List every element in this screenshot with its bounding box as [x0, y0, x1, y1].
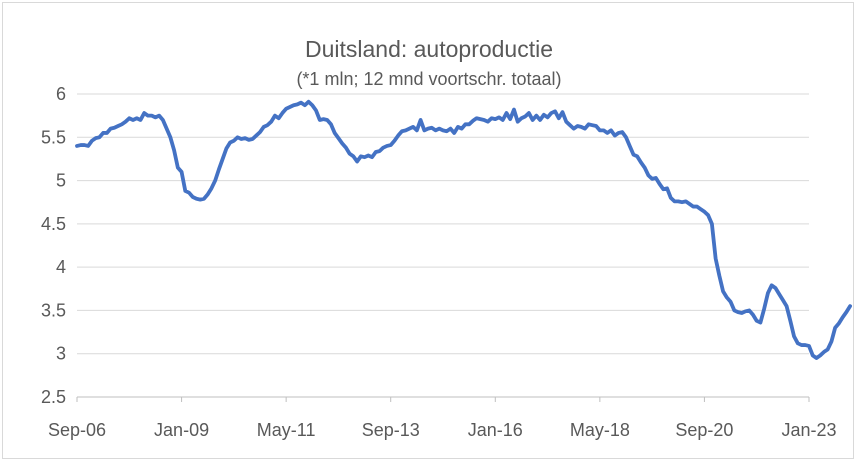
x-tick-label: Jan-23: [781, 420, 836, 440]
y-tick-label: 2.5: [41, 387, 66, 407]
series-layer: [75, 99, 852, 360]
x-tick-label: Sep-20: [675, 420, 733, 440]
chart-title: Duitsland: autoproductie: [305, 36, 553, 62]
x-tick-label: Jan-16: [468, 420, 523, 440]
y-tick-label: 5: [56, 171, 66, 191]
y-tick-label: 3: [56, 344, 66, 364]
x-tick-label: May-11: [257, 420, 316, 440]
y-tick-label: 6: [56, 84, 66, 104]
x-tick-label: Sep-06: [48, 420, 106, 440]
gridlines: [77, 93, 809, 398]
y-tick-label: 5.5: [41, 127, 66, 147]
series-line-1: [75, 99, 852, 360]
y-tick-label: 4.5: [41, 214, 66, 234]
x-tick-label: Sep-13: [362, 420, 420, 440]
chart-subtitle: (*1 mln; 12 mnd voortschr. totaal): [296, 69, 561, 89]
y-tick-label: 4: [56, 257, 66, 277]
x-tick-label: Jan-09: [154, 420, 209, 440]
y-tick-label: 3.5: [41, 300, 66, 320]
x-tick-label: May-18: [570, 420, 630, 440]
y-axis-ticks: 2.5 3 3.5 4 4.5 5 5.5 6: [41, 84, 66, 407]
x-axis-ticks: Sep-06 Jan-09 May-11 Sep-13 Jan-16 May-18 Sep-…: [48, 397, 837, 440]
